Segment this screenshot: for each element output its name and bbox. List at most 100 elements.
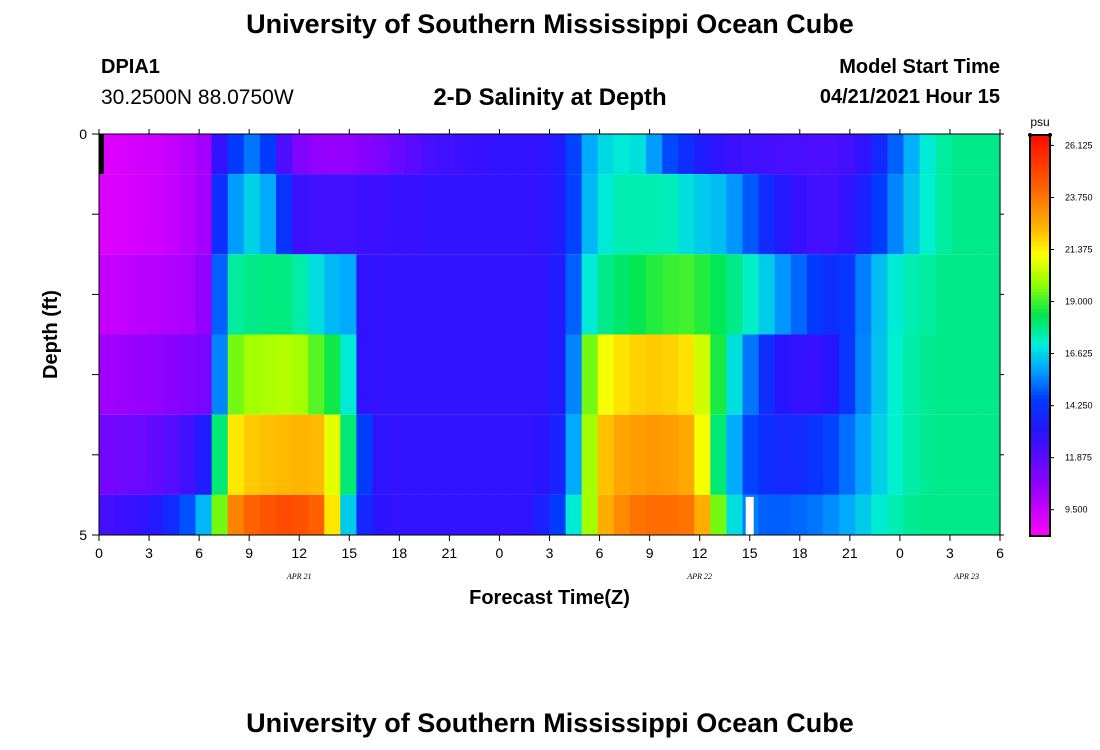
heatmap-cell [388,334,406,415]
heatmap-cell [501,334,518,415]
heatmap-cell [935,334,953,415]
colorbar-segment [1030,285,1050,290]
colorbar-segment [1030,332,1050,337]
heatmap-cell [420,254,438,335]
heatmap-cell [388,174,406,255]
heatmap-cell [259,334,277,415]
colorbar-segment [1030,429,1050,434]
heatmap-cell [662,254,679,335]
colorbar-segment [1030,158,1050,163]
heatmap-cell [452,254,470,335]
heatmap-cell [678,334,695,415]
heatmap-cell [919,334,937,415]
heatmap-cell [131,414,148,495]
heatmap-cell [935,134,953,175]
heatmap-cell [726,254,744,335]
colorbar-segment [1030,221,1050,226]
heatmap-cell [485,494,502,535]
heatmap-cell [823,174,840,255]
heatmap-cell [565,174,583,255]
colorbar-segment [1030,355,1050,360]
heatmap-cell [951,414,969,495]
heatmap-cell [919,134,937,175]
heatmap-cell [275,494,293,535]
heatmap-cell [549,254,567,335]
colorbar-gradient [1030,135,1050,537]
colorbar-tick-label: 9.500 [1065,505,1088,515]
heatmap-cell [806,494,824,535]
colorbar-segment [1030,248,1050,253]
heatmap-cell [774,334,792,415]
colorbar-segment [1030,392,1050,397]
heatmap-cell [356,254,374,335]
colorbar-segment [1030,188,1050,193]
heatmap-cell [485,174,502,255]
heatmap-cell [211,414,229,495]
heatmap-cell [163,254,181,335]
heatmap-cell [452,134,470,175]
colorbar-segment [1030,302,1050,307]
heatmap-cell [823,134,840,175]
colorbar-segment [1030,312,1050,317]
colorbar-segment [1030,218,1050,223]
heatmap-cell [887,494,905,535]
colorbar-segment [1030,492,1050,497]
heatmap-cell [501,494,518,535]
heatmap-cell [613,494,631,535]
heatmap-cell [517,334,535,415]
heatmap-cell [855,134,872,175]
heatmap-cell [227,134,245,175]
heatmap-cell [629,134,647,175]
heatmap-cell [404,414,422,495]
heatmap-cell [951,254,969,335]
x-tick-label: 18 [792,545,808,561]
heatmap-cell [549,334,567,415]
heatmap-cell [436,414,454,495]
colorbar-segment [1030,195,1050,200]
heatmap-cell [436,334,454,415]
y-axis-label: Depth (ft) [40,290,62,379]
heatmap-cell [147,494,164,535]
heatmap-cell [726,334,744,415]
colorbar-segment [1030,485,1050,490]
date-label: APR 21 [286,572,312,581]
colorbar-segment [1030,435,1050,440]
heatmap-cell [485,254,502,335]
current-time-marker [745,496,754,535]
heatmap-cell [726,414,744,495]
heatmap-cell [211,254,229,335]
heatmap-cell [629,174,647,255]
colorbar-segment [1030,235,1050,240]
heatmap-cell [179,414,197,495]
colorbar-segment [1030,425,1050,430]
heatmap-cell [259,174,277,255]
heatmap-cell [372,174,390,255]
x-tick-label: 12 [692,545,708,561]
colorbar-segment [1030,178,1050,183]
heatmap-cell [533,174,551,255]
heatmap-cell [983,134,1001,175]
heatmap-cell [694,334,711,415]
colorbar-segment [1030,502,1050,507]
heatmap-cell [790,494,808,535]
colorbar-segment [1030,272,1050,276]
heatmap-cell [292,134,309,175]
colorbar-segment [1030,338,1050,343]
heatmap-cell [951,134,969,175]
heatmap-cell [147,174,164,255]
heatmap-cell [983,414,1001,495]
colorbar-segment [1030,482,1050,487]
heatmap-cell [967,414,985,495]
heatmap-cell [163,334,181,415]
heatmap-cell [259,254,277,335]
colorbar-segment [1030,382,1050,387]
colorbar-segment [1030,171,1050,176]
colorbar-segment [1030,241,1050,246]
heatmap-cell [855,414,872,495]
heatmap-cell [678,414,695,495]
heatmap-cell [806,174,824,255]
heatmap-cell [967,254,985,335]
heatmap-cell [726,174,744,255]
colorbar-segment [1030,505,1050,510]
heatmap-cell [790,134,808,175]
